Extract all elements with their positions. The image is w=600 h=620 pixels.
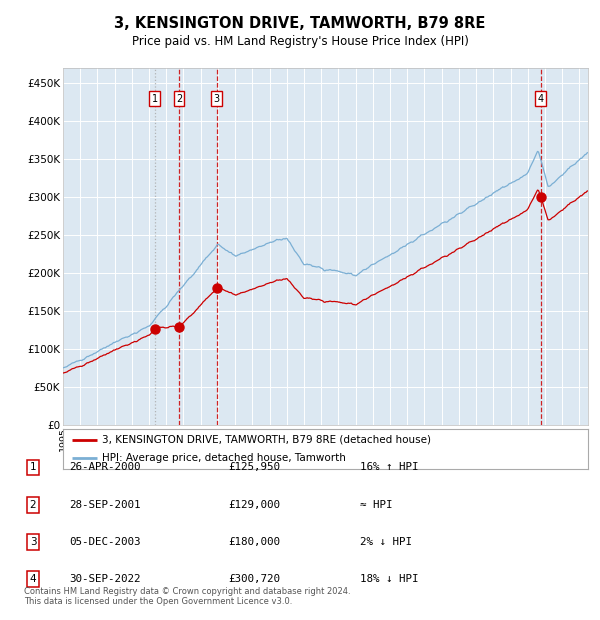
Text: £300,720: £300,720 <box>228 574 280 584</box>
Text: Price paid vs. HM Land Registry's House Price Index (HPI): Price paid vs. HM Land Registry's House … <box>131 35 469 48</box>
Text: 1: 1 <box>29 463 37 472</box>
Text: 30-SEP-2022: 30-SEP-2022 <box>69 574 140 584</box>
Text: 3, KENSINGTON DRIVE, TAMWORTH, B79 8RE: 3, KENSINGTON DRIVE, TAMWORTH, B79 8RE <box>115 16 485 30</box>
Text: Contains HM Land Registry data © Crown copyright and database right 2024.
This d: Contains HM Land Registry data © Crown c… <box>24 587 350 606</box>
Text: 16% ↑ HPI: 16% ↑ HPI <box>360 463 419 472</box>
Text: 3: 3 <box>29 537 37 547</box>
Text: 18% ↓ HPI: 18% ↓ HPI <box>360 574 419 584</box>
Text: 3: 3 <box>214 94 220 104</box>
Text: 4: 4 <box>538 94 544 104</box>
Text: 05-DEC-2003: 05-DEC-2003 <box>69 537 140 547</box>
Text: 3, KENSINGTON DRIVE, TAMWORTH, B79 8RE (detached house): 3, KENSINGTON DRIVE, TAMWORTH, B79 8RE (… <box>103 435 431 445</box>
Text: ≈ HPI: ≈ HPI <box>360 500 392 510</box>
Text: 28-SEP-2001: 28-SEP-2001 <box>69 500 140 510</box>
Text: 26-APR-2000: 26-APR-2000 <box>69 463 140 472</box>
Text: £129,000: £129,000 <box>228 500 280 510</box>
Text: HPI: Average price, detached house, Tamworth: HPI: Average price, detached house, Tamw… <box>103 453 346 464</box>
Text: £180,000: £180,000 <box>228 537 280 547</box>
Text: 4: 4 <box>29 574 37 584</box>
Text: 1: 1 <box>152 94 158 104</box>
Text: £125,950: £125,950 <box>228 463 280 472</box>
Text: 2: 2 <box>29 500 37 510</box>
Text: 2: 2 <box>176 94 182 104</box>
Text: 2% ↓ HPI: 2% ↓ HPI <box>360 537 412 547</box>
